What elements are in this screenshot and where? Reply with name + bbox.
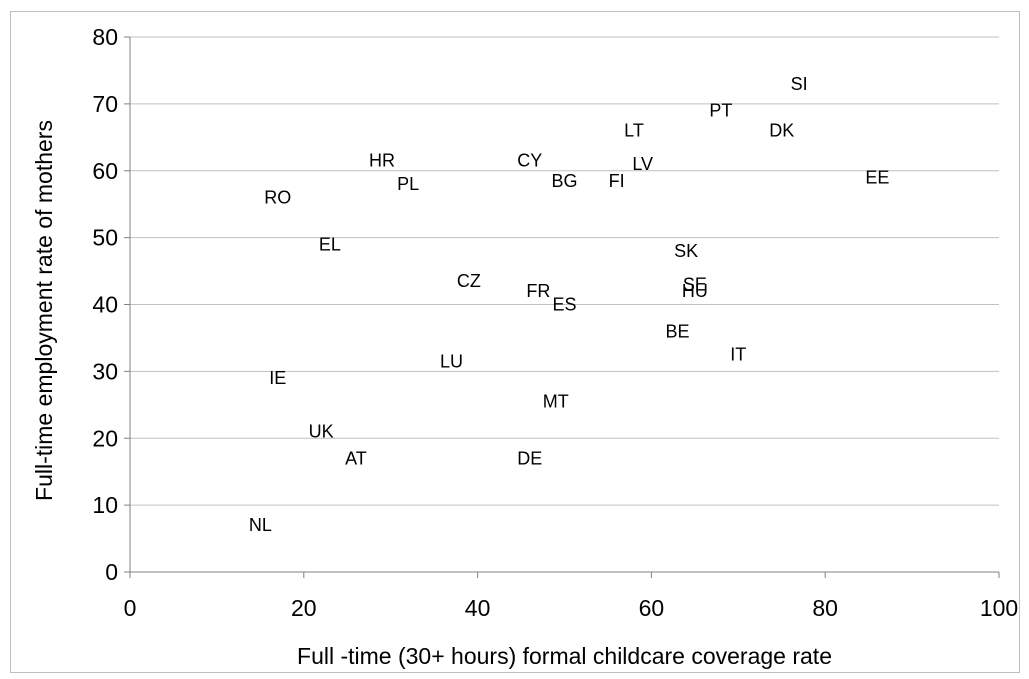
point-cz: CZ [457, 271, 481, 291]
axes [124, 36, 1000, 578]
point-lv: LV [632, 154, 653, 174]
point-lt: LT [624, 121, 644, 141]
point-de: DE [517, 448, 542, 468]
chart-frame [10, 11, 1020, 673]
y-tick-label: 40 [92, 292, 118, 318]
point-si: SI [791, 74, 808, 94]
point-lu: LU [440, 351, 463, 371]
point-el: EL [319, 234, 341, 254]
point-ie: IE [269, 368, 286, 388]
point-pl: PL [397, 174, 419, 194]
point-at: AT [345, 448, 367, 468]
y-tick-label: 10 [92, 492, 118, 518]
point-fi: FI [609, 171, 625, 191]
y-tick-label: 60 [92, 158, 118, 184]
tick-labels: 0 10 20 30 40 50 60 70 80 0 20 40 60 80 100 [92, 24, 1018, 621]
y-tick-label: 0 [105, 559, 118, 585]
point-se: SE [683, 274, 707, 294]
y-tick-label: 70 [92, 91, 118, 117]
point-es: ES [552, 295, 576, 315]
x-tick-label: 60 [639, 595, 665, 621]
point-hr: HR [369, 151, 395, 171]
point-cy: CY [517, 151, 542, 171]
y-tick-label: 20 [92, 425, 118, 451]
y-tick-label: 80 [92, 24, 118, 50]
point-mt: MT [543, 391, 569, 411]
x-axis-title: Full -time (30+ hours) formal childcare … [297, 643, 832, 669]
point-fr: FR [526, 281, 550, 301]
x-tick-label: 100 [980, 595, 1018, 621]
point-sk: SK [674, 241, 698, 261]
point-ro: RO [264, 188, 291, 208]
grid-lines [130, 36, 999, 506]
point-bg: BG [551, 171, 577, 191]
point-nl: NL [249, 515, 272, 535]
point-pt: PT [709, 101, 732, 121]
x-tick-label: 80 [812, 595, 838, 621]
point-hu: HU [682, 281, 708, 301]
point-be: BE [665, 321, 689, 341]
x-tick-label: 0 [124, 595, 137, 621]
point-it: IT [730, 345, 746, 365]
point-dk: DK [769, 121, 794, 141]
y-axis-title: Full-time employment rate of mothers [31, 120, 57, 501]
y-tick-label: 50 [92, 225, 118, 251]
y-tick-label: 30 [92, 358, 118, 384]
point-uk: UK [309, 422, 334, 442]
x-tick-label: 40 [465, 595, 491, 621]
x-tick-label: 20 [291, 595, 317, 621]
point-ee: EE [865, 167, 889, 187]
